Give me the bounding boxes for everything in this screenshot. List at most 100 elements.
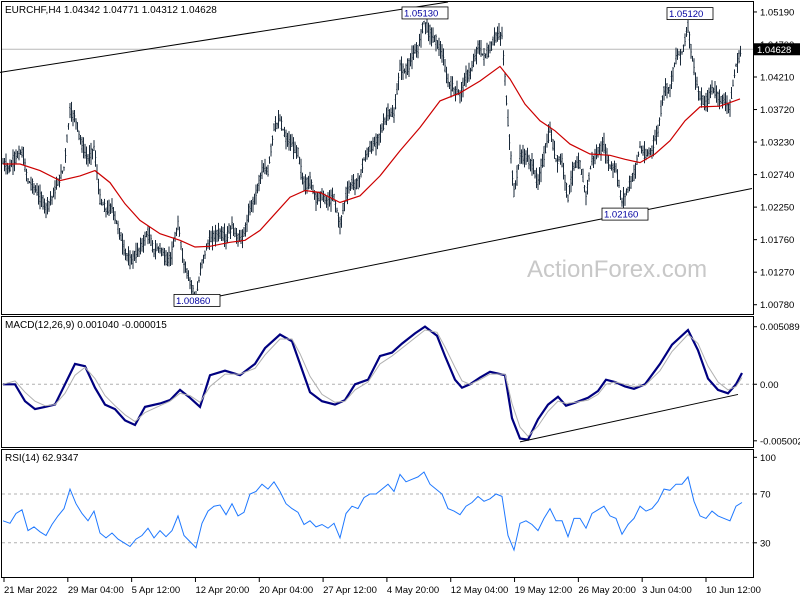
candle xyxy=(622,187,625,210)
candle xyxy=(678,50,680,56)
candle xyxy=(277,109,280,129)
price-title: EURCHF,H4 1.04342 1.04771 1.04312 1.0462… xyxy=(5,5,217,16)
candle xyxy=(505,95,508,106)
candle xyxy=(169,251,172,266)
candle xyxy=(681,50,683,55)
candle xyxy=(666,83,668,99)
candle xyxy=(109,203,112,215)
candle xyxy=(351,175,353,190)
candle xyxy=(36,182,38,196)
candle xyxy=(222,226,224,242)
candle xyxy=(472,53,475,68)
candle xyxy=(60,164,62,180)
candle xyxy=(100,198,103,206)
candle xyxy=(262,163,265,173)
candle xyxy=(490,41,493,51)
candle xyxy=(699,91,701,101)
candle xyxy=(207,239,209,249)
candle xyxy=(355,178,358,190)
candle xyxy=(432,27,434,43)
price-layer: 1.00860 1.05130 1.02160 1.05120 xyxy=(0,1,753,307)
candle xyxy=(664,78,667,97)
candle xyxy=(627,186,629,193)
candle xyxy=(436,39,439,49)
x-tick-label: 10 Jun 12:00 xyxy=(706,585,761,596)
candle xyxy=(541,153,544,168)
candle xyxy=(720,96,722,105)
candle xyxy=(22,146,25,166)
candle xyxy=(565,182,568,198)
candle xyxy=(54,180,56,200)
candle xyxy=(717,91,719,107)
candle xyxy=(693,58,695,76)
candle xyxy=(628,175,631,192)
candle xyxy=(121,233,124,255)
candle xyxy=(283,126,286,138)
candle xyxy=(261,159,263,180)
candle xyxy=(343,200,346,212)
candle xyxy=(18,145,20,161)
candle xyxy=(294,141,296,154)
candle xyxy=(621,197,623,207)
price-annotation-label: 1.00860 xyxy=(176,296,210,307)
candle xyxy=(586,179,589,195)
candle xyxy=(474,49,476,62)
x-tick-label: 3 Jun 04:00 xyxy=(642,585,692,596)
candle xyxy=(364,150,367,162)
candle xyxy=(631,172,634,182)
candle xyxy=(334,199,337,213)
candle xyxy=(2,158,4,165)
candle xyxy=(639,141,641,149)
candle xyxy=(39,184,41,210)
candle xyxy=(124,248,127,261)
candle xyxy=(651,145,653,159)
candle xyxy=(735,63,737,67)
candle xyxy=(229,225,232,240)
candle xyxy=(679,48,682,66)
candle xyxy=(81,136,83,153)
candle xyxy=(603,132,605,154)
candle xyxy=(613,160,616,173)
candle xyxy=(375,133,377,156)
candle xyxy=(396,83,398,95)
x-tick-label: 20 Apr 04:00 xyxy=(259,585,313,596)
candle xyxy=(414,43,416,54)
candle xyxy=(553,140,556,159)
watermark: ActionForex.com xyxy=(527,256,707,283)
candle xyxy=(249,200,251,216)
candle xyxy=(264,158,266,175)
candle xyxy=(592,155,595,169)
candle xyxy=(391,105,394,118)
candle xyxy=(156,243,158,251)
candle xyxy=(159,243,161,254)
candle xyxy=(321,188,323,201)
candle xyxy=(726,95,728,114)
candle xyxy=(618,179,620,188)
candle xyxy=(214,224,217,247)
price-annotation-box xyxy=(666,7,714,21)
candle xyxy=(88,145,91,164)
axis-layer: 1.051901.047001.042101.037201.032301.027… xyxy=(3,7,800,596)
candle xyxy=(244,222,247,237)
macd-tick-label: 0.00 xyxy=(760,380,779,391)
candle xyxy=(697,86,700,101)
candle xyxy=(363,157,365,161)
candle xyxy=(385,107,388,126)
candle xyxy=(691,55,694,62)
candle xyxy=(70,101,73,122)
candle xyxy=(271,135,274,146)
candle xyxy=(453,87,455,95)
candle xyxy=(199,262,202,276)
candle xyxy=(312,184,314,195)
candle xyxy=(99,188,101,205)
x-tick-label: 5 Apr 12:00 xyxy=(132,585,181,596)
candle xyxy=(570,170,572,193)
candle xyxy=(345,186,347,202)
candle xyxy=(582,168,584,183)
candle xyxy=(27,177,29,184)
macd-trendline xyxy=(519,393,739,443)
candle xyxy=(688,31,691,49)
candle xyxy=(670,70,673,90)
x-tick-label: 4 May 20:00 xyxy=(387,585,439,596)
candle xyxy=(217,222,220,242)
